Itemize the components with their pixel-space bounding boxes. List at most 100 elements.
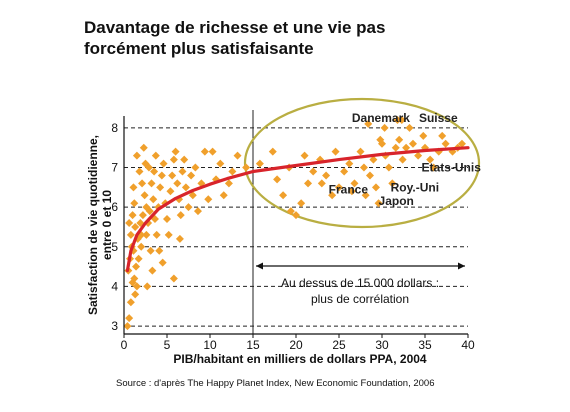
data-point-75 xyxy=(155,246,164,255)
x-tick-label-40: 40 xyxy=(461,338,475,352)
data-point-59 xyxy=(193,207,202,216)
x-tick-label-10: 10 xyxy=(203,338,217,352)
data-point-37 xyxy=(151,151,160,160)
data-point-48 xyxy=(171,147,180,156)
x-tick-label-5: 5 xyxy=(164,338,171,352)
data-point-126 xyxy=(380,123,389,132)
data-point-122 xyxy=(457,139,466,148)
data-point-113 xyxy=(397,116,406,124)
data-point-54 xyxy=(181,183,190,192)
data-point-109 xyxy=(398,155,407,164)
data-point-124 xyxy=(347,187,356,196)
data-point-133 xyxy=(429,163,438,172)
data-point-11 xyxy=(131,222,140,231)
data-point-82 xyxy=(268,147,277,156)
chart-title-line-1: Davantage de richesse et une vie pas xyxy=(84,18,385,37)
annotation-line-2: plus de corrélation xyxy=(311,292,409,306)
data-point-19 xyxy=(130,199,139,208)
annotation: Au dessus de 15 000 dollars : plus de co… xyxy=(256,262,465,306)
data-point-88 xyxy=(304,179,313,188)
data-point-14 xyxy=(134,254,143,263)
annotation-arrow-left-head xyxy=(256,262,263,270)
y-axis-label-line-1: Satisfaction de vie quotidienne, xyxy=(86,135,100,315)
data-point-53 xyxy=(180,155,189,164)
country-label-etats-unis: Etats-Unis xyxy=(422,160,482,174)
data-point-31 xyxy=(149,195,158,204)
data-point-66 xyxy=(219,191,228,200)
country-label-danemark: Danemark xyxy=(352,111,410,125)
data-point-62 xyxy=(204,195,213,204)
data-point-12 xyxy=(126,230,135,239)
data-point-70 xyxy=(143,282,152,291)
data-point-93 xyxy=(335,183,343,192)
data-point-112 xyxy=(393,116,402,124)
data-point-72 xyxy=(169,274,178,283)
data-point-41 xyxy=(159,159,168,168)
data-point-40 xyxy=(157,171,166,180)
data-point-106 xyxy=(388,179,397,188)
data-point-26 xyxy=(132,151,141,160)
data-point-105 xyxy=(384,163,393,172)
data-point-73 xyxy=(175,234,184,243)
data-point-33 xyxy=(152,230,161,239)
y-tick-label-5: 5 xyxy=(111,240,118,254)
data-point-115 xyxy=(414,151,423,160)
data-point-128 xyxy=(300,151,309,160)
x-tick-label-25: 25 xyxy=(332,338,346,352)
highlight-ellipse xyxy=(243,97,481,229)
data-point-15 xyxy=(137,242,146,251)
country-label-france: France xyxy=(329,182,369,196)
data-point-57 xyxy=(188,191,197,200)
data-point-2 xyxy=(126,298,135,307)
y-axis-label-line-2: entre 0 et 10 xyxy=(100,190,114,260)
data-point-39 xyxy=(156,183,165,192)
data-point-47 xyxy=(169,155,178,164)
data-point-84 xyxy=(279,191,288,200)
grid xyxy=(124,110,468,334)
data-point-83 xyxy=(273,175,282,184)
data-point-125 xyxy=(364,119,373,128)
x-tick-labels: 0 5 10 15 20 25 30 35 40 xyxy=(121,334,475,352)
data-point-79 xyxy=(142,203,151,212)
data-point-99 xyxy=(365,171,374,180)
x-tick-label-15: 15 xyxy=(246,338,260,352)
data-point-77 xyxy=(125,219,134,228)
country-label-roy-uni: Roy.-Uni xyxy=(391,180,439,194)
data-point-17 xyxy=(138,211,147,220)
data-point-111 xyxy=(405,123,414,132)
annotation-line-1: Au dessus de 15 000 dollars : xyxy=(281,276,439,290)
y-tick-label-8: 8 xyxy=(111,121,118,135)
data-point-28 xyxy=(139,143,148,152)
data-point-92 xyxy=(328,191,337,200)
scatter-points xyxy=(124,116,466,331)
data-point-13 xyxy=(132,282,141,291)
chart-title-line-2: forcément plus satisfaisante xyxy=(84,39,314,58)
data-point-76 xyxy=(131,290,140,299)
data-point-7 xyxy=(130,274,139,283)
data-point-71 xyxy=(158,258,167,267)
y-tick-label-4: 4 xyxy=(111,279,118,293)
data-point-46 xyxy=(168,171,177,180)
data-point-86 xyxy=(292,211,300,220)
data-point-114 xyxy=(408,139,417,148)
y-tick-label-3: 3 xyxy=(111,319,118,333)
data-point-132 xyxy=(419,131,428,140)
data-point-0 xyxy=(124,322,132,331)
data-point-51 xyxy=(176,211,185,220)
data-point-68 xyxy=(228,167,237,176)
data-point-61 xyxy=(200,147,209,156)
data-point-18 xyxy=(128,211,137,220)
data-point-129 xyxy=(286,207,295,216)
data-point-98 xyxy=(361,191,370,200)
annotation-arrow-right-head xyxy=(458,262,465,270)
x-tick-label-20: 20 xyxy=(289,338,303,352)
x-axis-label: PIB/habitant en milliers de dollars PPA,… xyxy=(173,352,427,366)
country-label-suisse: Suisse xyxy=(419,111,458,125)
data-point-87 xyxy=(297,199,306,208)
data-point-30 xyxy=(147,179,156,188)
data-point-119 xyxy=(441,139,450,148)
x-tick-label-30: 30 xyxy=(375,338,389,352)
data-point-52 xyxy=(178,167,187,176)
data-point-63 xyxy=(208,147,217,156)
